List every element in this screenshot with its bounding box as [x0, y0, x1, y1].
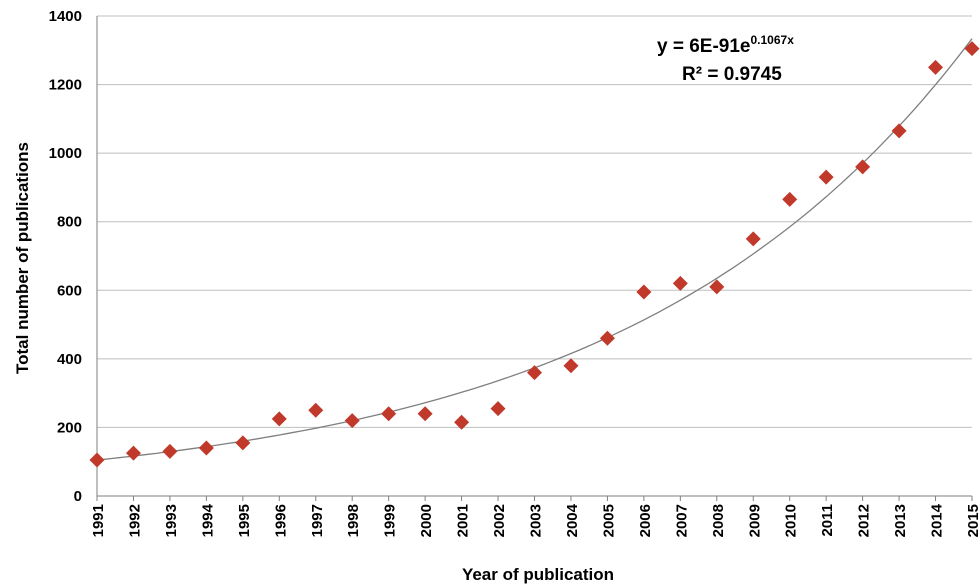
data-point — [818, 169, 834, 185]
data-point — [162, 443, 178, 459]
data-point — [672, 275, 688, 291]
x-tick-label: 2001 — [455, 504, 472, 537]
data-point — [271, 411, 287, 427]
data-point — [308, 402, 324, 418]
x-tick-label: 1995 — [236, 504, 253, 537]
trendline — [96, 38, 973, 461]
data-point — [928, 59, 944, 75]
axes — [96, 16, 973, 501]
data-point — [527, 365, 542, 381]
x-tick-label: 1991 — [90, 504, 107, 537]
x-tick-label: 2009 — [746, 504, 763, 537]
x-tick-label: 1994 — [199, 503, 216, 537]
data-point — [89, 452, 105, 468]
x-tick-label: 2006 — [637, 504, 654, 537]
x-tick-label: 1996 — [272, 504, 289, 537]
data-point — [709, 279, 725, 295]
data-point — [417, 406, 433, 422]
r-squared-label: R² = 0.9745 — [682, 64, 782, 85]
x-tick-label: 2000 — [418, 504, 435, 537]
data-point — [855, 159, 871, 175]
data-point — [381, 406, 397, 422]
y-tick-label: 200 — [57, 419, 82, 436]
y-tick-label: 800 — [57, 214, 82, 231]
x-tick-label: 2004 — [564, 503, 581, 537]
data-point — [125, 445, 141, 461]
data-points — [89, 41, 980, 468]
x-axis-title: Year of publication — [462, 565, 614, 584]
x-tick-labels: 1991 1992 1993 1994 1995 1996 1997 1998 1999 2000… — [90, 503, 980, 537]
data-point — [964, 41, 980, 57]
x-tick-label: 2005 — [600, 504, 617, 537]
x-tick-label: 2012 — [856, 504, 873, 537]
data-point — [745, 231, 761, 247]
x-tick-label: 1993 — [163, 504, 180, 537]
data-point — [782, 191, 798, 207]
equation-prefix: y = 6E-91e — [657, 36, 751, 57]
data-point — [891, 123, 907, 139]
data-point — [198, 440, 214, 456]
x-tick-label: 2008 — [710, 504, 727, 537]
x-tick-label: 2014 — [929, 503, 946, 537]
x-tick-label: 2007 — [673, 504, 690, 537]
data-point — [344, 413, 360, 429]
y-axis-title: Total number of publications — [13, 142, 32, 374]
equation-exponent: 0.1067x — [751, 33, 795, 47]
x-tick-label: 2010 — [783, 504, 800, 537]
data-point — [563, 358, 579, 374]
y-tick-labels: 0 200 400 600 800 1000 1200 1400 — [49, 8, 82, 505]
x-tick-label: 2002 — [491, 504, 508, 537]
x-tick-label: 2003 — [528, 504, 545, 537]
data-point — [235, 435, 251, 451]
gridlines — [97, 15, 972, 428]
y-tick-label: 400 — [57, 351, 82, 368]
x-tick-label: 2015 — [965, 504, 980, 537]
data-point — [454, 414, 470, 430]
x-tick-label: 1992 — [126, 504, 143, 537]
x-tick-label: 2011 — [819, 504, 836, 537]
y-tick-label: 0 — [74, 488, 82, 505]
x-tick-label: 1998 — [345, 504, 362, 537]
y-tick-label: 1200 — [49, 77, 82, 94]
y-tick-label: 1400 — [49, 8, 82, 25]
data-point — [636, 284, 652, 300]
x-tick-label: 1999 — [382, 504, 399, 537]
y-tick-label: 600 — [57, 282, 82, 299]
x-tick-label: 1997 — [309, 504, 326, 537]
data-point — [490, 401, 506, 417]
data-point — [599, 330, 615, 346]
x-tick-label: 2013 — [892, 504, 909, 537]
equation-label: y = 6E-91e0.1067x — [657, 33, 794, 57]
y-tick-label: 1000 — [49, 145, 82, 162]
